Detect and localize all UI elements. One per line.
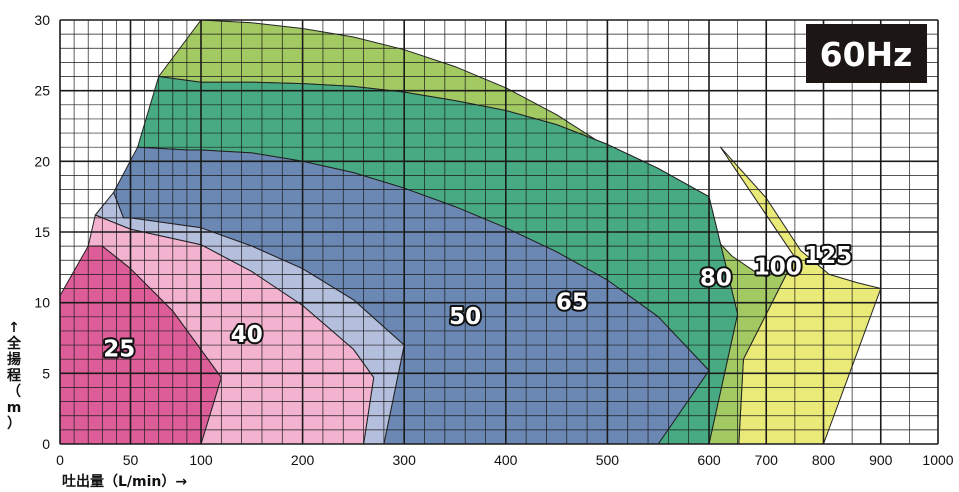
y-tick-label: 10 [34,295,50,311]
x-axis-title: 吐出量（L/min）→ [62,473,187,490]
y-axis-title-char: ↑ [8,320,20,336]
zone-label-100: 100 [754,254,802,280]
y-tick-label: 20 [34,153,50,169]
zone-label-125: 125 [804,243,852,269]
y-axis-title-char: 全 [6,335,22,352]
x-tick-label: 700 [755,452,779,468]
x-axis-ticks: 0 50 100 200 300 400 500 600 700 800 900 1000 [56,452,954,468]
y-axis-title-char: ） [7,416,21,432]
y-axis-title-char: （ [7,384,21,400]
x-tick-label: 400 [494,452,518,468]
y-tick-label: 25 [34,83,50,99]
y-tick-label: 0 [42,436,50,452]
zone-label-25: 25 [103,336,135,362]
y-axis-title: ↑全揚程（m） [6,320,22,432]
y-axis-title-char: 程 [7,368,21,384]
x-tick-label: 600 [697,452,721,468]
x-tick-label: 500 [596,452,620,468]
x-tick-label: 900 [869,452,893,468]
x-tick-label: 0 [56,452,64,468]
y-tick-label: 30 [34,12,50,28]
y-tick-label: 5 [42,365,50,381]
x-tick-label: 50 [123,452,139,468]
zone-label-50: 50 [449,304,481,330]
x-tick-label: 100 [189,452,213,468]
y-tick-label: 15 [34,224,50,240]
frequency-label: 60Hz [820,35,913,74]
y-axis-ticks: 0 5 10 15 20 25 30 [34,12,50,452]
zone-label-80: 80 [700,266,732,292]
zone-label-65: 65 [556,290,588,316]
x-tick-label: 300 [393,452,417,468]
zone-label-40: 40 [231,322,263,348]
y-axis-title-char: 揚 [7,351,21,368]
x-tick-label: 200 [291,452,315,468]
frequency-badge-bg [806,24,927,83]
x-tick-label: 1000 [922,452,953,468]
chart-grid [59,19,939,445]
y-axis-title-char: m [7,400,22,416]
x-tick-label: 800 [812,452,836,468]
frequency-badge: 60Hz [806,24,927,83]
